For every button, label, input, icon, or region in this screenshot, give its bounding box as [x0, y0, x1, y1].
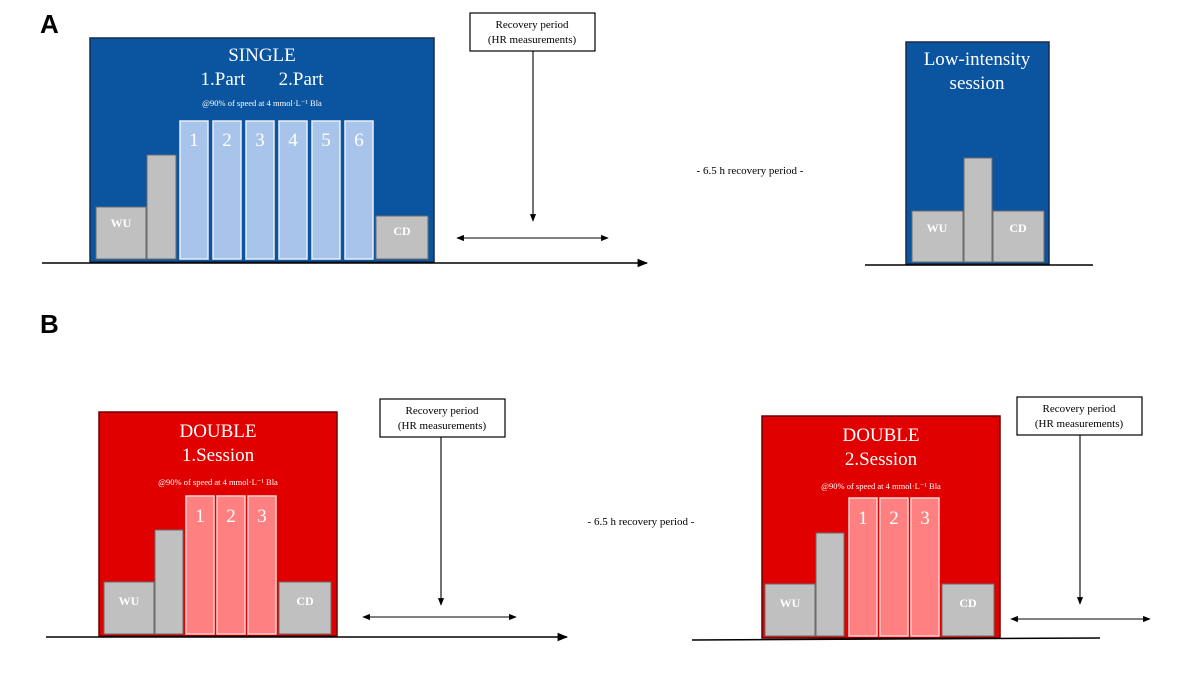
- recovery-box-a-line1: Recovery period: [496, 19, 569, 31]
- double-1-interval-1-label: 1: [195, 506, 205, 527]
- double-1-wu-block: [103, 581, 155, 635]
- double-2-title: DOUBLE: [842, 425, 919, 446]
- double-2-interval-3-label: 3: [920, 508, 930, 529]
- double-1-cd-label: CD: [296, 594, 314, 608]
- single-interval-5: [311, 120, 341, 260]
- double-2-interval-3: [910, 497, 940, 637]
- double-2-interval-1: [848, 497, 878, 637]
- double-2-cd-block: [941, 583, 995, 637]
- low-wu-block: [911, 210, 964, 263]
- single-interval-4: [278, 120, 308, 260]
- single-interval-1: [179, 120, 209, 260]
- single-interval-2-label: 2: [222, 130, 232, 151]
- single-interval-3-label: 3: [255, 130, 265, 151]
- double-2-wu-block: [764, 583, 816, 637]
- panel-label-a: A: [40, 9, 59, 39]
- double-session-2: DOUBLE 2.Session @90% of speed at 4 mmol…: [761, 415, 1001, 639]
- single-warmup-ramp: [146, 154, 177, 260]
- double-1-interval-2: [216, 495, 246, 635]
- double-1-title: DOUBLE: [179, 421, 256, 442]
- single-interval-3: [245, 120, 275, 260]
- single-parts: 1.Part 2.Part: [201, 69, 325, 90]
- single-interval-1-label: 1: [189, 130, 199, 151]
- single-wu-label: WU: [111, 216, 132, 230]
- double-2-interval-2: [879, 497, 909, 637]
- panel-b-baseline-2: [691, 637, 1101, 641]
- recovery-box-b2-line1: Recovery period: [1043, 403, 1116, 415]
- double-1-cd-block: [278, 581, 332, 635]
- single-interval-2: [212, 120, 242, 260]
- single-cd-label: CD: [393, 224, 411, 238]
- recovery-box-b2: Recovery period (HR measurements): [1010, 396, 1151, 623]
- double-2-interval-2-label: 2: [889, 508, 899, 529]
- single-title: SINGLE: [228, 45, 296, 66]
- single-speed-note: @90% of speed at 4 mmol·L⁻¹ Bla: [202, 98, 322, 108]
- panel-label-b: B: [40, 309, 59, 339]
- recovery-box-b1-frame: [379, 398, 506, 438]
- double-1-interval-3-label: 3: [257, 506, 267, 527]
- double-1-interval-3: [247, 495, 277, 635]
- recovery-box-b1-line1: Recovery period: [406, 405, 479, 417]
- recovery-box-a: Recovery period (HR measurements): [456, 12, 609, 242]
- recovery-box-a-frame: [469, 12, 596, 52]
- single-cd-block: [375, 215, 429, 260]
- double-2-warmup-ramp: [815, 532, 845, 637]
- low-middle-block: [963, 157, 993, 263]
- panel-b-gap-note: - 6.5 h recovery period -: [588, 516, 695, 528]
- double-1-interval-1: [185, 495, 215, 635]
- low-wu-label: WU: [927, 221, 948, 235]
- double-2-speed-note: @90% of speed at 4 mmol·L⁻¹ Bla: [821, 481, 941, 491]
- recovery-box-a-line2: (HR measurements): [488, 34, 577, 46]
- double-2-interval-1-label: 1: [858, 508, 868, 529]
- single-wu-block: [95, 206, 147, 260]
- double-1-speed-note: @90% of speed at 4 mmol·L⁻¹ Bla: [158, 477, 278, 487]
- low-cd-block: [992, 210, 1045, 263]
- double-1-interval-2-label: 2: [226, 506, 236, 527]
- single-interval-5-label: 5: [321, 130, 331, 151]
- double-2-cd-label: CD: [959, 596, 977, 610]
- panel-a-gap-note: - 6.5 h recovery period -: [697, 165, 804, 177]
- double-1-warmup-ramp: [154, 529, 184, 635]
- recovery-box-b1: Recovery period (HR measurements): [362, 398, 517, 621]
- low-intensity-title-line1: Low-intensity: [924, 49, 1031, 70]
- double-1-wu-label: WU: [119, 594, 140, 608]
- single-interval-4-label: 4: [288, 130, 298, 151]
- double-1-subtitle: 1.Session: [182, 445, 255, 466]
- double-2-wu-label: WU: [780, 596, 801, 610]
- low-intensity-title-line2: session: [950, 73, 1005, 94]
- double-session-1: DOUBLE 1.Session @90% of speed at 4 mmol…: [98, 411, 338, 637]
- double-2-subtitle: 2.Session: [845, 449, 918, 470]
- recovery-box-b2-line2: (HR measurements): [1035, 418, 1124, 430]
- single-interval-6-label: 6: [354, 130, 364, 151]
- recovery-box-b1-line2: (HR measurements): [398, 420, 487, 432]
- single-session: SINGLE 1.Part 2.Part @90% of speed at 4 …: [89, 37, 435, 263]
- low-cd-label: CD: [1009, 221, 1027, 235]
- low-intensity-session: Low-intensity session WU CD: [905, 41, 1050, 265]
- single-interval-6: [344, 120, 374, 260]
